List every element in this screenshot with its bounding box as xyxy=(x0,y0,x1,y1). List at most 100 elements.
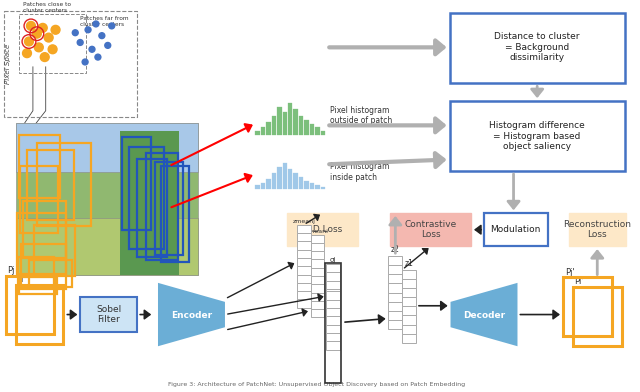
Text: zmeanj: zmeanj xyxy=(292,219,315,224)
Bar xyxy=(287,213,358,246)
Circle shape xyxy=(44,33,53,42)
Bar xyxy=(266,122,271,135)
Text: Pixel histogram
inside patch: Pixel histogram inside patch xyxy=(330,162,390,182)
Text: Figure 3: Architecture of PatchNet: Unsupervised Object Discovery based on Patch: Figure 3: Architecture of PatchNet: Unsu… xyxy=(168,382,465,387)
Polygon shape xyxy=(451,283,518,346)
Bar xyxy=(277,107,282,135)
Circle shape xyxy=(51,25,60,34)
Bar xyxy=(297,291,310,299)
Bar xyxy=(326,272,340,281)
Text: Encoder: Encoder xyxy=(171,311,212,320)
Text: Modulation: Modulation xyxy=(490,225,541,234)
Bar xyxy=(388,265,403,274)
Bar xyxy=(310,268,324,276)
Text: z2: z2 xyxy=(391,245,400,254)
Bar xyxy=(120,131,179,274)
Text: Contrastive
Loss: Contrastive Loss xyxy=(404,220,457,240)
Bar xyxy=(321,131,325,135)
Circle shape xyxy=(48,45,57,54)
Bar xyxy=(266,179,271,189)
Bar xyxy=(388,292,403,302)
Bar xyxy=(297,225,310,233)
Bar xyxy=(293,173,298,189)
Text: zmeani: zmeani xyxy=(306,229,329,234)
Bar xyxy=(272,173,276,189)
Bar xyxy=(310,301,324,309)
Bar xyxy=(326,291,340,299)
Bar xyxy=(272,116,276,135)
Bar xyxy=(403,270,416,279)
Bar xyxy=(315,127,319,135)
Text: σi: σi xyxy=(330,284,337,290)
Bar xyxy=(80,297,138,332)
Bar xyxy=(326,289,340,297)
Bar xyxy=(449,101,625,171)
Bar xyxy=(403,288,416,297)
Circle shape xyxy=(99,33,105,38)
Text: Histogram difference
= Histogram based
object saliency: Histogram difference = Histogram based o… xyxy=(490,121,585,151)
Bar xyxy=(321,187,325,189)
Text: Pixel histogram
outside of patch: Pixel histogram outside of patch xyxy=(330,106,392,125)
Circle shape xyxy=(24,37,33,46)
Bar xyxy=(403,325,416,334)
Bar xyxy=(388,256,403,265)
Bar xyxy=(484,213,548,246)
Bar xyxy=(388,302,403,311)
Bar xyxy=(37,143,91,226)
Bar xyxy=(20,166,58,232)
Bar xyxy=(326,341,340,350)
Bar xyxy=(569,213,626,246)
Bar xyxy=(388,283,403,292)
Text: Patches far from
cluster centers: Patches far from cluster centers xyxy=(80,16,129,27)
Bar xyxy=(563,278,612,336)
Text: Pixel Space: Pixel Space xyxy=(5,44,12,84)
Bar xyxy=(27,150,74,220)
Circle shape xyxy=(26,22,35,30)
Bar xyxy=(304,120,308,135)
Bar xyxy=(326,299,340,308)
Bar xyxy=(403,306,416,316)
Bar xyxy=(297,233,310,241)
Text: Pi': Pi' xyxy=(573,277,583,286)
Circle shape xyxy=(38,24,47,32)
Bar xyxy=(297,299,310,308)
Bar xyxy=(138,160,167,257)
Bar xyxy=(299,177,303,189)
Bar xyxy=(310,124,314,135)
Bar xyxy=(4,11,138,116)
Circle shape xyxy=(40,53,49,62)
Bar xyxy=(326,297,340,306)
Bar xyxy=(283,163,287,189)
Bar xyxy=(23,201,67,258)
Bar xyxy=(16,285,63,344)
Bar xyxy=(288,169,292,189)
Bar xyxy=(19,135,61,198)
Bar xyxy=(310,292,324,301)
Bar xyxy=(299,116,303,135)
Bar xyxy=(16,123,198,274)
Bar xyxy=(29,260,72,287)
Circle shape xyxy=(72,30,78,36)
Bar xyxy=(388,274,403,283)
Text: Patches close to
cluster centers: Patches close to cluster centers xyxy=(23,2,71,13)
Bar xyxy=(161,166,189,262)
Bar xyxy=(326,306,340,314)
Circle shape xyxy=(89,46,95,52)
Circle shape xyxy=(33,29,41,38)
Bar xyxy=(388,320,403,329)
Bar xyxy=(297,241,310,250)
Bar xyxy=(34,225,76,276)
Text: Pj: Pj xyxy=(7,265,15,274)
Bar xyxy=(297,274,310,283)
Text: z1: z1 xyxy=(404,259,413,268)
Bar xyxy=(129,147,164,249)
Bar xyxy=(297,250,310,258)
Text: Sobel
Filter: Sobel Filter xyxy=(96,305,122,324)
Bar xyxy=(19,14,86,73)
Bar xyxy=(255,185,260,189)
Circle shape xyxy=(95,54,101,60)
Bar xyxy=(326,308,340,316)
Circle shape xyxy=(77,40,83,45)
Bar xyxy=(403,297,416,306)
Bar xyxy=(390,213,471,246)
